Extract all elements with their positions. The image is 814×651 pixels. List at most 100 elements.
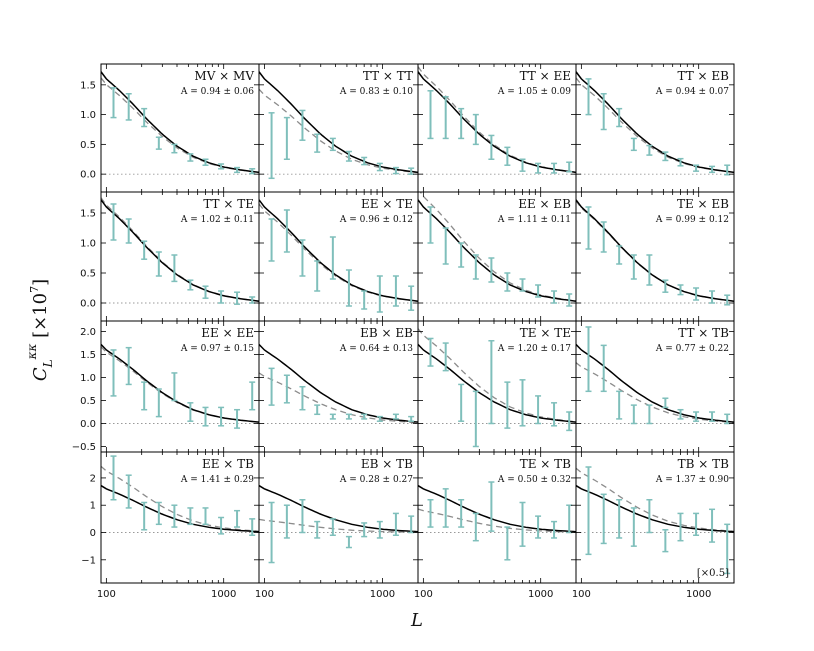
- data-point: [535, 284, 542, 298]
- data-point: [551, 402, 558, 427]
- data-point: [551, 520, 558, 539]
- data-point: [458, 242, 465, 268]
- data-point: [585, 326, 592, 393]
- data-point: [504, 381, 511, 429]
- data-point: [693, 164, 700, 172]
- panel-1: TT × TT A = 0.83 ± 0.10: [258, 63, 419, 193]
- y-tick-label: 2.0: [80, 327, 96, 338]
- fit-curve: [101, 465, 259, 533]
- data-point: [472, 254, 479, 280]
- panel-label: TT × EE: [520, 69, 571, 83]
- y-tick-label: 0.5: [80, 396, 96, 407]
- panel-label: TB × TB: [678, 457, 730, 471]
- fit-curve: [101, 197, 259, 302]
- y-tick-label: 0: [90, 528, 96, 539]
- data-point: [408, 285, 415, 311]
- panel-frame: [258, 191, 419, 322]
- data-point: [519, 158, 526, 172]
- fit-curve: [418, 328, 576, 423]
- data-point: [504, 146, 511, 166]
- data-point: [646, 499, 653, 534]
- y-tick-label: 0.0: [80, 419, 96, 430]
- data-point: [171, 504, 178, 528]
- data-point: [677, 512, 684, 542]
- panel-label: TE × EB: [677, 197, 729, 211]
- panel-9: EB × EB A = 0.64 ± 0.13: [258, 320, 419, 453]
- panel-label: TE × TB: [520, 457, 571, 471]
- panel-amplitude: A = 0.64 ± 0.13: [339, 344, 413, 354]
- data-point: [171, 143, 178, 154]
- panel-14: 100 1000 TE × TB A = 0.50 ± 0.32: [414, 451, 577, 600]
- data-point: [488, 340, 495, 425]
- data-point: [141, 240, 148, 260]
- data-point: [662, 529, 669, 553]
- data-point: [187, 153, 194, 162]
- data-point: [218, 406, 225, 427]
- panel-15: 100 1000 TB × TB A = 1.37 ± 0.90 [×0.5]: [572, 451, 735, 600]
- data-point: [329, 236, 336, 280]
- data-point: [585, 78, 592, 116]
- data-point: [345, 535, 352, 549]
- panel-label: EB × EB: [360, 326, 413, 340]
- data-point: [630, 404, 637, 425]
- data-point: [427, 337, 434, 367]
- data-point: [709, 165, 716, 174]
- data-point: [677, 284, 684, 296]
- data-point: [314, 520, 321, 539]
- data-point: [566, 411, 573, 432]
- data-point: [646, 404, 653, 425]
- data-point: [662, 279, 669, 293]
- y-tick-label: 1.5: [80, 209, 96, 220]
- panel-plot-area: [101, 197, 259, 305]
- data-point: [600, 93, 607, 131]
- data-point: [299, 385, 306, 411]
- data-point: [155, 501, 162, 526]
- data-point: [361, 156, 368, 166]
- data-point: [472, 390, 479, 448]
- data-point: [283, 116, 290, 161]
- data-point: [504, 526, 511, 561]
- data-point: [110, 203, 117, 241]
- panel-label: MV × MV: [194, 69, 254, 83]
- data-point: [187, 507, 194, 526]
- panel-frame: [575, 320, 735, 453]
- data-point: [249, 381, 256, 411]
- y-tick-label: 0.0: [80, 299, 96, 310]
- data-point: [202, 406, 209, 427]
- data-point: [155, 388, 162, 418]
- data-point: [234, 408, 241, 429]
- panel-plot-area: [418, 66, 576, 175]
- data-point: [283, 209, 290, 253]
- panel-plot-area: [259, 484, 418, 564]
- fit-curve: [259, 88, 418, 174]
- data-point: [110, 455, 117, 501]
- panel-amplitude: A = 0.83 ± 0.10: [339, 87, 413, 97]
- data-point: [376, 415, 383, 422]
- data-point: [234, 166, 241, 174]
- data-point: [535, 395, 542, 425]
- data-point: [585, 466, 592, 556]
- x-tick-label: 100: [414, 589, 433, 600]
- data-point: [187, 402, 194, 422]
- y-tick-label: 1.5: [80, 80, 96, 91]
- data-point: [551, 162, 558, 174]
- panel-frame: [575, 451, 735, 584]
- data-point: [551, 290, 558, 304]
- data-point: [314, 260, 321, 292]
- data-point: [329, 518, 336, 536]
- data-point: [427, 499, 434, 528]
- panel-label: TT × EB: [678, 69, 730, 83]
- data-point: [361, 290, 368, 310]
- data-point: [488, 134, 495, 161]
- data-point: [442, 342, 449, 372]
- y-tick-label: −1: [81, 555, 96, 566]
- data-point: [345, 269, 352, 307]
- panel-5: EE × TE A = 0.96 ± 0.12: [258, 191, 419, 322]
- data-point: [268, 501, 275, 564]
- data-point: [630, 507, 637, 547]
- fit-curve: [259, 372, 418, 424]
- data-point: [283, 504, 290, 539]
- data-point: [677, 408, 684, 420]
- data-point: [427, 206, 434, 244]
- data-point: [110, 87, 117, 119]
